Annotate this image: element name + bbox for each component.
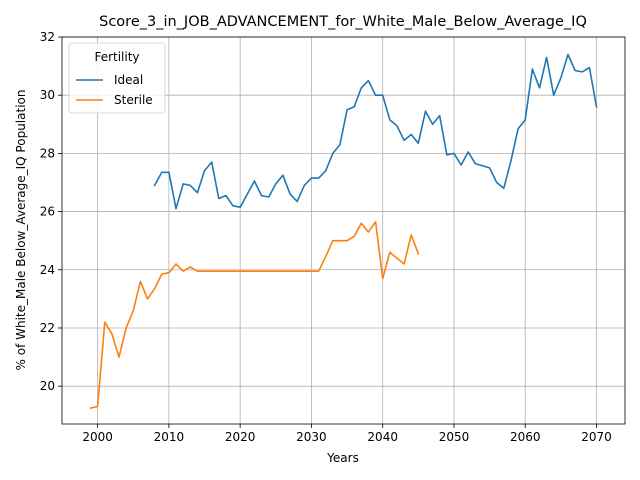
grid	[62, 36, 625, 424]
y-tick-label: 32	[40, 30, 55, 44]
x-tick-label: 2000	[82, 430, 113, 444]
x-axis-label: Years	[326, 451, 359, 465]
chart-title: Score_3_in_JOB_ADVANCEMENT_for_White_Mal…	[99, 14, 587, 30]
x-tick-label: 2040	[367, 430, 398, 444]
x-tick-label: 2070	[581, 430, 612, 444]
legend-box	[68, 42, 166, 114]
y-tick-label: 20	[40, 379, 55, 393]
x-tick-label: 2030	[296, 430, 327, 444]
x-tick-label: 2050	[439, 430, 470, 444]
legend: Fertility Ideal Sterile	[68, 42, 166, 114]
series-line-ideal	[153, 53, 598, 210]
y-tick-label: 24	[40, 263, 55, 277]
series-lines	[89, 53, 598, 409]
legend-label-sterile: Sterile	[114, 93, 153, 107]
y-axis-label: % of White_Male Below_Average_IQ Populat…	[14, 90, 28, 371]
x-tick-label: 2060	[510, 430, 541, 444]
x-tick-label: 2010	[154, 430, 185, 444]
plot-area-frame	[61, 36, 626, 425]
y-tick-label: 28	[40, 146, 55, 160]
x-axis-ticks: 2000 2010 2020 2030 2040 2050 2060 2070	[82, 424, 612, 444]
y-tick-label: 26	[40, 205, 55, 219]
x-tick-label: 2020	[225, 430, 256, 444]
series-line-sterile	[89, 221, 420, 409]
legend-label-ideal: Ideal	[114, 73, 143, 87]
y-tick-label: 30	[40, 88, 55, 102]
y-tick-label: 22	[40, 321, 55, 335]
y-axis-ticks: 20 22 24 26 28 30 32	[40, 30, 62, 393]
legend-title: Fertility	[94, 50, 139, 64]
